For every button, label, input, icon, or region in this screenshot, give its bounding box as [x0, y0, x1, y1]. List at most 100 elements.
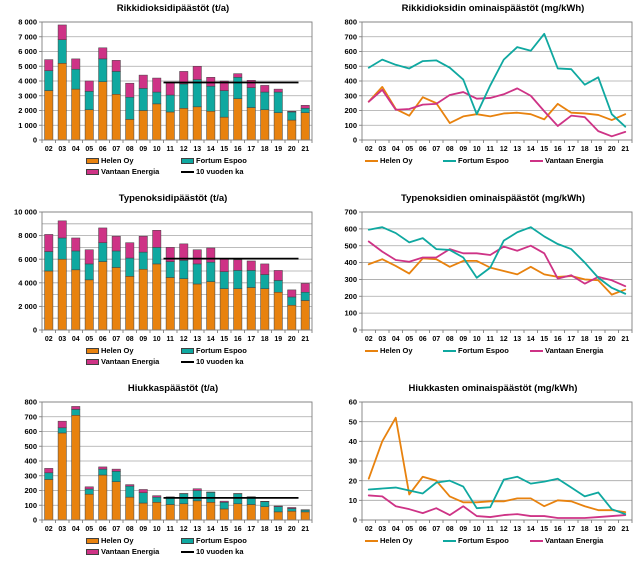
bar-segment-fortum — [165, 94, 175, 113]
bar-segment-helen — [273, 112, 283, 141]
bar-segment-fortum — [246, 270, 256, 288]
bar-segment-vantaan — [179, 243, 189, 261]
bar-segment-helen — [165, 111, 175, 141]
x-tick-label: 04 — [392, 526, 400, 533]
y-tick-label: 8 000 — [18, 231, 37, 240]
chart-title: Hiukkasten ominaispäästöt (mg/kWh) — [408, 383, 578, 394]
x-tick-label: 12 — [500, 146, 508, 153]
bar-segment-fortum — [273, 280, 283, 293]
bar-segment-fortum — [44, 70, 54, 91]
x-tick-label: 06 — [99, 526, 107, 533]
y-tick-label: 700 — [24, 412, 37, 421]
x-tick-label: 12 — [180, 526, 188, 533]
x-tick-label: 09 — [139, 146, 147, 153]
y-tick-label: 100 — [344, 121, 357, 130]
bar-segment-vantaan — [71, 237, 81, 252]
y-tick-label: 6 000 — [18, 47, 37, 56]
x-tick-label: 21 — [301, 526, 309, 533]
bar-segment-fortum — [165, 261, 175, 278]
x-tick-label: 06 — [419, 336, 427, 343]
x-tick-label: 10 — [473, 146, 481, 153]
bar-segment-vantaan — [219, 500, 229, 503]
bar-segment-helen — [125, 496, 135, 521]
bar-segment-fortum — [98, 468, 108, 476]
bar-segment-fortum — [71, 409, 81, 416]
x-tick-label: 20 — [608, 526, 616, 533]
y-tick-label: 700 — [344, 32, 357, 41]
x-tick-label: 21 — [301, 146, 309, 153]
y-tick-label: 300 — [24, 471, 37, 480]
bar-segment-helen — [57, 258, 67, 331]
y-tick-label: 200 — [344, 106, 357, 115]
bar-segment-helen — [273, 511, 283, 521]
bar-segment-vantaan — [111, 468, 121, 472]
bar-segment-fortum — [138, 251, 148, 270]
bar-segment-vantaan — [165, 247, 175, 262]
bar-segment-vantaan — [44, 59, 54, 71]
bar-segment-vantaan — [192, 249, 202, 265]
bar-segment-vantaan — [84, 486, 94, 490]
bar-segment-vantaan — [179, 71, 189, 85]
y-tick-label: 400 — [344, 77, 357, 86]
y-tick-label: 3 000 — [18, 91, 37, 100]
x-tick-label: 08 — [126, 146, 134, 153]
bar-segment-fortum — [57, 237, 67, 260]
particulate-emissions-chart: 0 100 200 300 400 500 600 700 800 02 03 04 05 06 07 08 0… — [0, 380, 320, 570]
bar-segment-helen — [165, 504, 175, 521]
x-tick-label: 14 — [207, 336, 215, 343]
bar-segment-fortum — [138, 88, 148, 111]
x-tick-label: 15 — [220, 146, 228, 153]
bar-segment-fortum — [206, 261, 216, 282]
x-tick-label: 18 — [261, 146, 269, 153]
y-tick-label: 200 — [344, 292, 357, 301]
x-tick-label: 11 — [487, 146, 495, 153]
bar-segment-fortum — [287, 111, 297, 121]
x-tick-label: 03 — [378, 526, 386, 533]
x-tick-label: 13 — [513, 526, 521, 533]
x-tick-label: 13 — [193, 336, 201, 343]
x-tick-label: 03 — [378, 336, 386, 343]
bar-segment-helen — [71, 88, 81, 141]
x-tick-label: 15 — [220, 526, 228, 533]
bar-segment-helen — [125, 119, 135, 141]
bar-segment-fortum — [111, 71, 121, 95]
y-tick-label: 400 — [24, 457, 37, 466]
y-tick-label: 500 — [344, 62, 357, 71]
bar-segment-vantaan — [260, 263, 270, 275]
line-series-fortum — [367, 475, 627, 516]
bar-segment-vantaan — [192, 488, 202, 491]
bar-segment-helen — [206, 110, 216, 141]
x-tick-label: 16 — [234, 336, 242, 343]
bar-segment-fortum — [84, 488, 94, 495]
bar-segment-vantaan — [125, 484, 135, 487]
x-tick-label: 20 — [608, 146, 616, 153]
x-tick-label: 09 — [139, 336, 147, 343]
bar-segment-fortum — [287, 296, 297, 306]
x-tick-label: 11 — [487, 526, 495, 533]
bar-segment-fortum — [260, 274, 270, 289]
bar-segment-fortum — [152, 496, 162, 503]
bar-segment-vantaan — [152, 77, 162, 93]
y-tick-label: 10 — [349, 496, 357, 505]
bar-segment-vantaan — [44, 468, 54, 474]
bar-segment-fortum — [125, 257, 135, 277]
x-tick-label: 04 — [72, 336, 80, 343]
bar-segment-fortum — [273, 91, 283, 113]
line-series-vantaan — [367, 240, 627, 288]
bar-segment-helen — [179, 278, 189, 331]
bar-segment-vantaan — [273, 505, 283, 507]
y-tick-label: 700 — [344, 208, 357, 217]
y-tick-label: 50 — [349, 417, 357, 426]
bar-segment-vantaan — [246, 80, 256, 88]
x-tick-label: 14 — [527, 336, 535, 343]
y-tick-label: 4 000 — [18, 77, 37, 86]
y-tick-label: 0 — [353, 136, 357, 145]
x-tick-label: 05 — [405, 336, 413, 343]
stacked-bars — [44, 406, 310, 521]
bar-segment-helen — [233, 503, 243, 521]
bar-segment-helen — [138, 502, 148, 521]
bar-segment-helen — [125, 276, 135, 331]
x-tick-label: 15 — [540, 146, 548, 153]
bar-segment-vantaan — [273, 88, 283, 93]
